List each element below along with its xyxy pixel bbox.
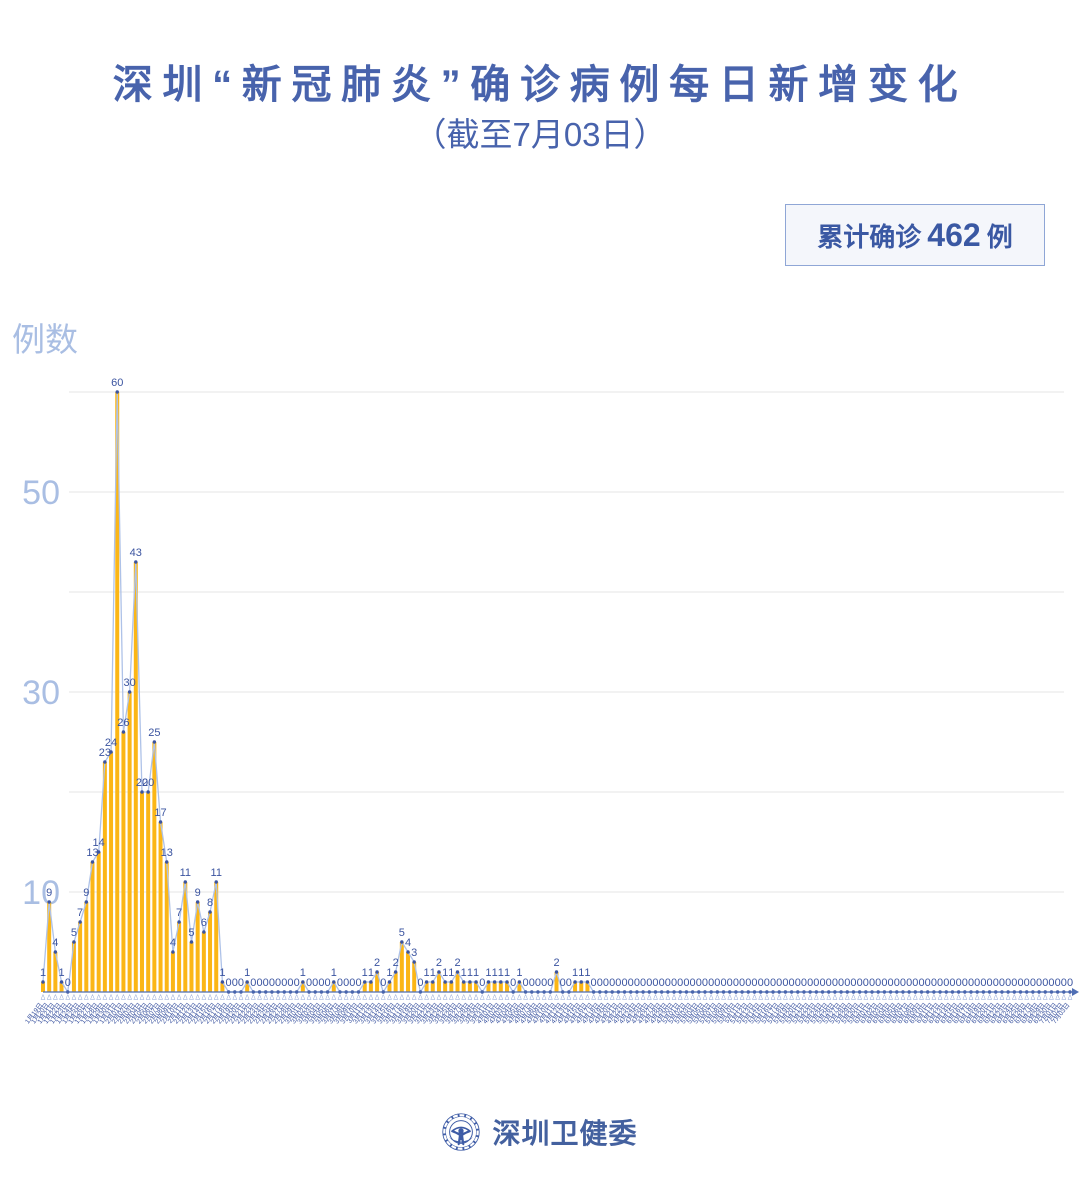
svg-text:9: 9 xyxy=(83,887,89,899)
svg-text:9: 9 xyxy=(46,887,52,899)
svg-text:20: 20 xyxy=(142,777,154,789)
svg-text:14: 14 xyxy=(93,837,105,849)
svg-text:60: 60 xyxy=(111,377,123,389)
svg-text:0: 0 xyxy=(65,977,71,989)
svg-text:11: 11 xyxy=(180,867,191,879)
svg-text:5: 5 xyxy=(71,927,77,939)
svg-text:7: 7 xyxy=(77,907,83,919)
svg-text:3: 3 xyxy=(411,947,417,959)
svg-text:26: 26 xyxy=(117,717,129,729)
svg-text:5: 5 xyxy=(188,927,194,939)
svg-text:2: 2 xyxy=(553,957,559,969)
svg-text:13: 13 xyxy=(161,847,173,859)
svg-text:4: 4 xyxy=(170,937,176,949)
svg-text:24: 24 xyxy=(105,737,117,749)
svg-text:2: 2 xyxy=(393,957,399,969)
svg-text:4: 4 xyxy=(52,937,58,949)
svg-text:11: 11 xyxy=(211,867,222,879)
svg-text:25: 25 xyxy=(148,727,160,739)
svg-text:8: 8 xyxy=(207,897,213,909)
svg-text:17: 17 xyxy=(154,807,166,819)
svg-text:0: 0 xyxy=(547,977,553,989)
svg-text:43: 43 xyxy=(130,547,142,559)
svg-text:0: 0 xyxy=(1067,977,1073,989)
svg-text:6: 6 xyxy=(201,917,207,929)
svg-text:7: 7 xyxy=(176,907,182,919)
svg-text:9: 9 xyxy=(195,887,201,899)
svg-text:2: 2 xyxy=(374,957,380,969)
svg-text:30: 30 xyxy=(123,677,135,689)
svg-text:1: 1 xyxy=(40,967,46,979)
